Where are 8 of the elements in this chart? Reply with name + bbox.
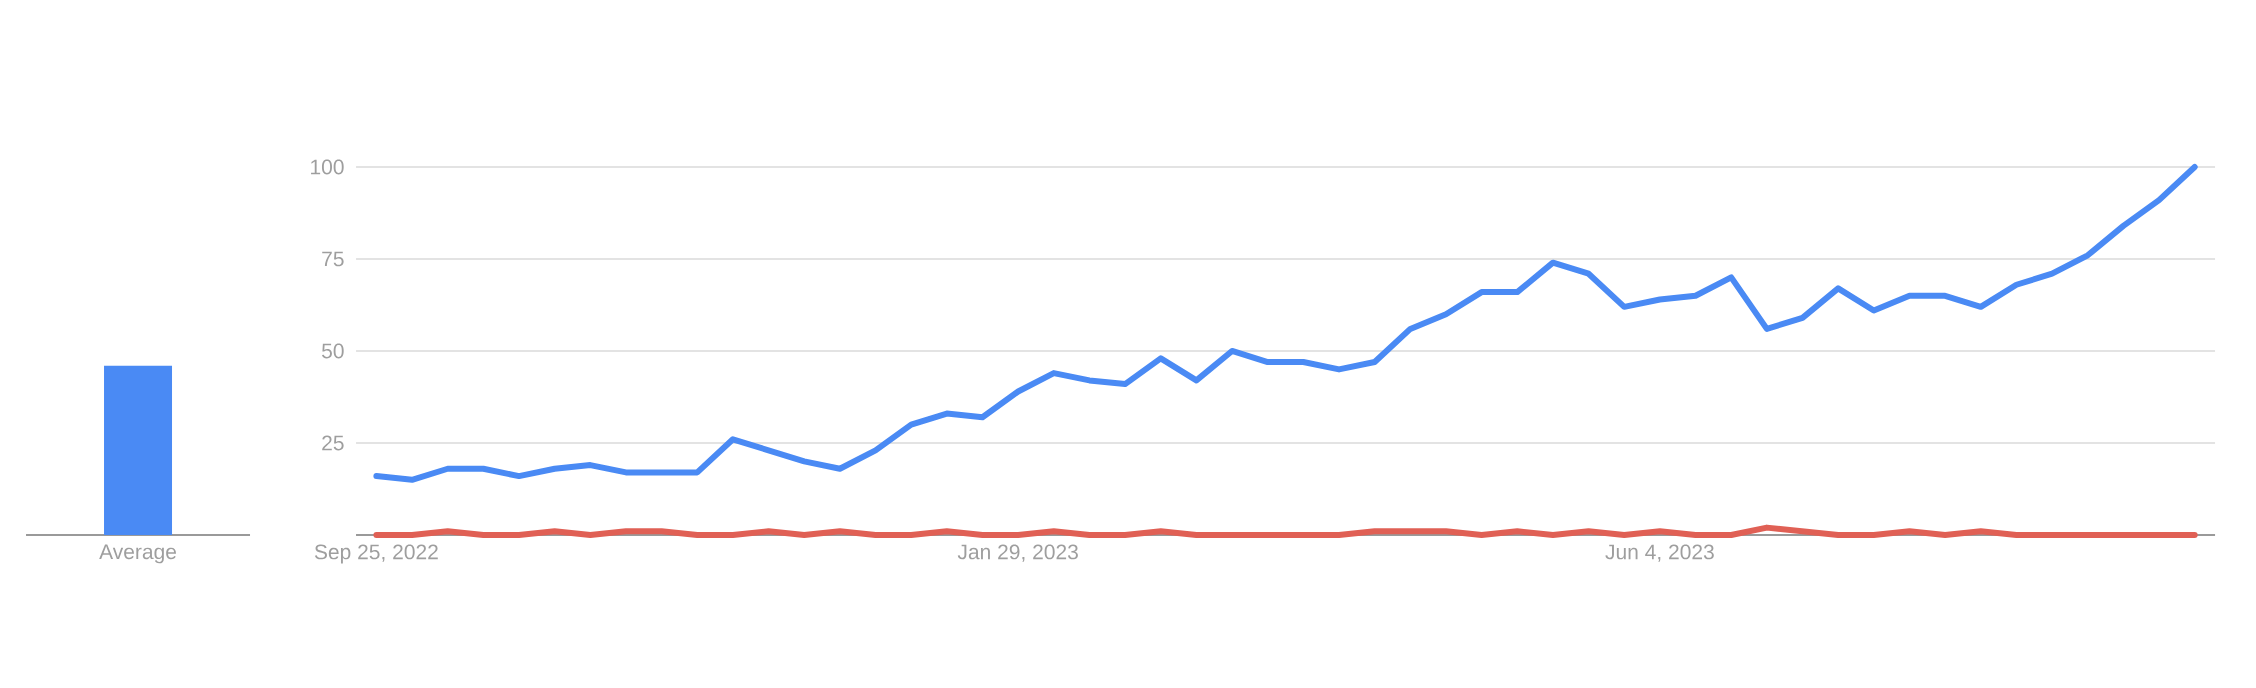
x-tick-label: Jan 29, 2023 bbox=[957, 544, 1078, 562]
y-tick-label: 50 bbox=[321, 343, 344, 359]
y-tick-label: 25 bbox=[322, 435, 344, 451]
x-tick-label: Average bbox=[99, 544, 176, 564]
x-tick-label: Jun 4, 2023 bbox=[1605, 544, 1714, 562]
y-tick-label: 100 bbox=[311, 159, 344, 175]
x-tick-label: Sep 25, 2022 bbox=[314, 544, 438, 564]
y-tick-label: 75 bbox=[322, 251, 344, 267]
